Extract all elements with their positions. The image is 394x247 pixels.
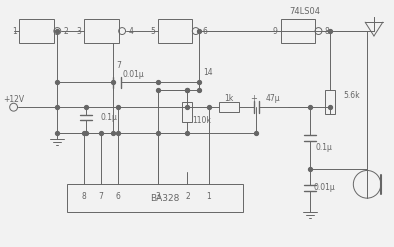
Text: 6: 6: [115, 192, 120, 201]
Text: +: +: [250, 94, 256, 103]
Text: 110k: 110k: [192, 116, 210, 124]
Bar: [158, 19, 192, 43]
Bar: [67, 184, 243, 212]
Text: 74LS04: 74LS04: [290, 7, 321, 16]
Text: 4: 4: [128, 26, 133, 36]
Text: 0.1μ: 0.1μ: [316, 143, 332, 152]
Text: 5: 5: [150, 26, 155, 36]
Text: 8: 8: [82, 192, 87, 201]
Text: 5.6k: 5.6k: [344, 91, 360, 100]
Text: 1: 1: [12, 26, 17, 36]
Text: 6: 6: [202, 26, 207, 36]
Text: 0.01μ: 0.01μ: [123, 70, 144, 79]
Bar: [281, 19, 315, 43]
Text: 7: 7: [98, 192, 104, 201]
Text: 14: 14: [203, 68, 213, 77]
Text: 1: 1: [206, 192, 211, 201]
Text: 1k: 1k: [225, 94, 234, 103]
Bar: [219, 102, 239, 112]
Bar: [325, 90, 335, 114]
Text: 3: 3: [76, 26, 81, 36]
Text: 0.1μ: 0.1μ: [100, 113, 117, 122]
Text: 8: 8: [325, 26, 330, 36]
Text: 9: 9: [273, 26, 278, 36]
Text: 3: 3: [156, 192, 160, 201]
Bar: [182, 102, 192, 122]
Text: 0.01μ: 0.01μ: [313, 183, 335, 192]
Text: 47μ: 47μ: [266, 94, 281, 103]
Text: BA328: BA328: [150, 194, 180, 203]
Text: 2: 2: [185, 192, 190, 201]
Text: 7: 7: [117, 61, 122, 70]
Bar: [84, 19, 119, 43]
Text: 2: 2: [64, 26, 69, 36]
Text: +12V: +12V: [3, 95, 24, 104]
Bar: [19, 19, 54, 43]
